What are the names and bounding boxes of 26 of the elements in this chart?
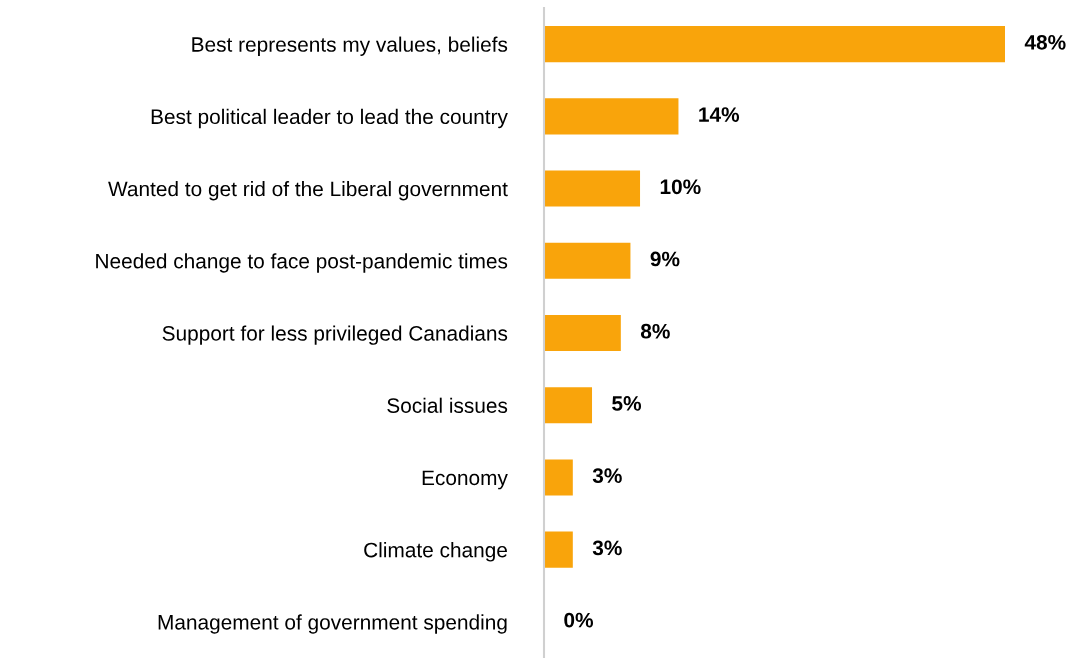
bar	[544, 242, 631, 279]
data-label: 3%	[592, 468, 622, 484]
data-label: 9%	[650, 251, 680, 267]
data-label: 8%	[640, 323, 670, 339]
data-label: 5%	[612, 396, 642, 411]
bar	[544, 387, 593, 424]
bar	[544, 314, 621, 352]
y-tick-label: Economy	[422, 470, 508, 490]
bar	[544, 459, 573, 496]
y-tick-label: Support for less privileged Canadians	[162, 325, 508, 345]
bar	[544, 26, 1005, 63]
y-tick-label: Climate change	[364, 542, 507, 562]
bar	[544, 170, 641, 207]
y-tick-label: Wanted to get rid of the Liberal government	[108, 181, 508, 201]
y-tick-label: Needed change to face post-pandemic times	[96, 253, 508, 273]
y-tick-label: Management of government spending	[158, 614, 507, 634]
data-label: 14%	[699, 107, 740, 122]
bar	[544, 98, 679, 135]
data-label: 3%	[592, 540, 622, 556]
y-tick-label: Social issues	[387, 397, 508, 413]
data-label: 0%	[564, 612, 594, 628]
data-label: 10%	[660, 179, 701, 195]
data-label: 48%	[1024, 34, 1066, 50]
y-tick-label: Best political leader to lead the country	[151, 108, 508, 129]
bar	[544, 531, 573, 568]
y-tick-label: Best represents my values, beliefs	[192, 36, 508, 56]
